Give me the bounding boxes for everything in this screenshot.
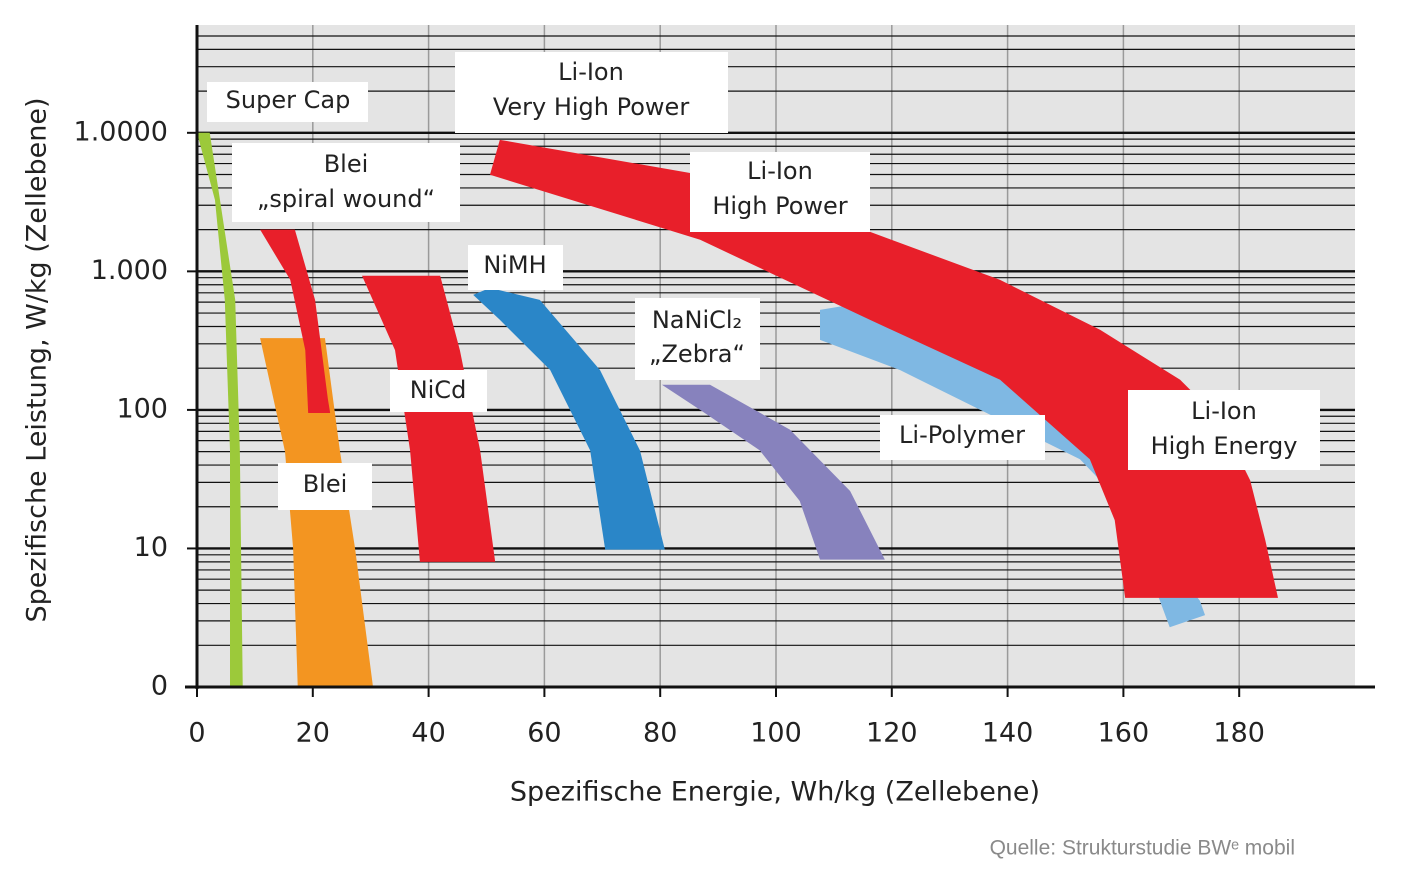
region-label: NaNiCl₂ <box>652 306 742 334</box>
region <box>489 139 1278 598</box>
label-box <box>468 245 563 290</box>
x-tick-label: 20 <box>296 718 330 749</box>
x-tick-label: 140 <box>982 718 1034 749</box>
x-tick-label: 80 <box>643 718 677 749</box>
x-tick-label: 180 <box>1213 718 1265 749</box>
region-label: NiMH <box>483 251 546 279</box>
x-tick-label: 0 <box>188 718 205 749</box>
y-tick-label: 0 <box>151 671 168 702</box>
x-axis-title: Spezifische Energie, Wh/kg (Zellebene) <box>510 777 1040 808</box>
region <box>197 132 243 687</box>
region <box>473 287 665 550</box>
region-label: Super Cap <box>226 86 351 114</box>
x-tick-label: 100 <box>750 718 802 749</box>
region-label: Li-Polymer <box>899 421 1025 449</box>
region-label: Li-Ion <box>558 58 624 86</box>
label-box <box>1128 390 1320 470</box>
label-box <box>207 82 368 122</box>
source-note: Quelle: Strukturstudie BWᵉ mobil <box>990 837 1295 860</box>
label-box <box>635 298 760 380</box>
label-box <box>278 463 372 510</box>
region <box>260 338 374 687</box>
y-tick-label: 1.000 <box>91 255 168 286</box>
y-tick-label: 10 <box>134 532 168 563</box>
y-axis-title: Spezifische Leistung, W/kg (Zellebene) <box>22 97 53 622</box>
region <box>362 275 496 562</box>
region-label: „spiral wound“ <box>257 185 435 213</box>
region-label: Li-Ion <box>1191 397 1257 425</box>
region-label: Very High Power <box>493 93 690 121</box>
x-tick-label: 120 <box>866 718 918 749</box>
x-tick-label: 60 <box>527 718 561 749</box>
y-tick-label: 1.0000 <box>74 116 168 147</box>
region-label: High Power <box>712 192 847 220</box>
region <box>661 384 885 560</box>
region-label: High Energy <box>1151 432 1298 460</box>
x-tick-label: 160 <box>1098 718 1150 749</box>
region-label: „Zebra“ <box>649 340 745 368</box>
region-label: Blei <box>324 150 369 178</box>
label-box <box>390 370 487 412</box>
region-label: Li-Ion <box>747 157 813 185</box>
y-tick-label: 100 <box>116 393 168 424</box>
label-box <box>880 415 1045 460</box>
x-tick-label: 40 <box>411 718 445 749</box>
region <box>260 229 331 413</box>
region-label: NiCd <box>410 376 467 404</box>
label-box <box>690 152 870 232</box>
region-label: Blei <box>303 470 348 498</box>
label-box <box>455 52 728 133</box>
label-box <box>232 143 460 222</box>
